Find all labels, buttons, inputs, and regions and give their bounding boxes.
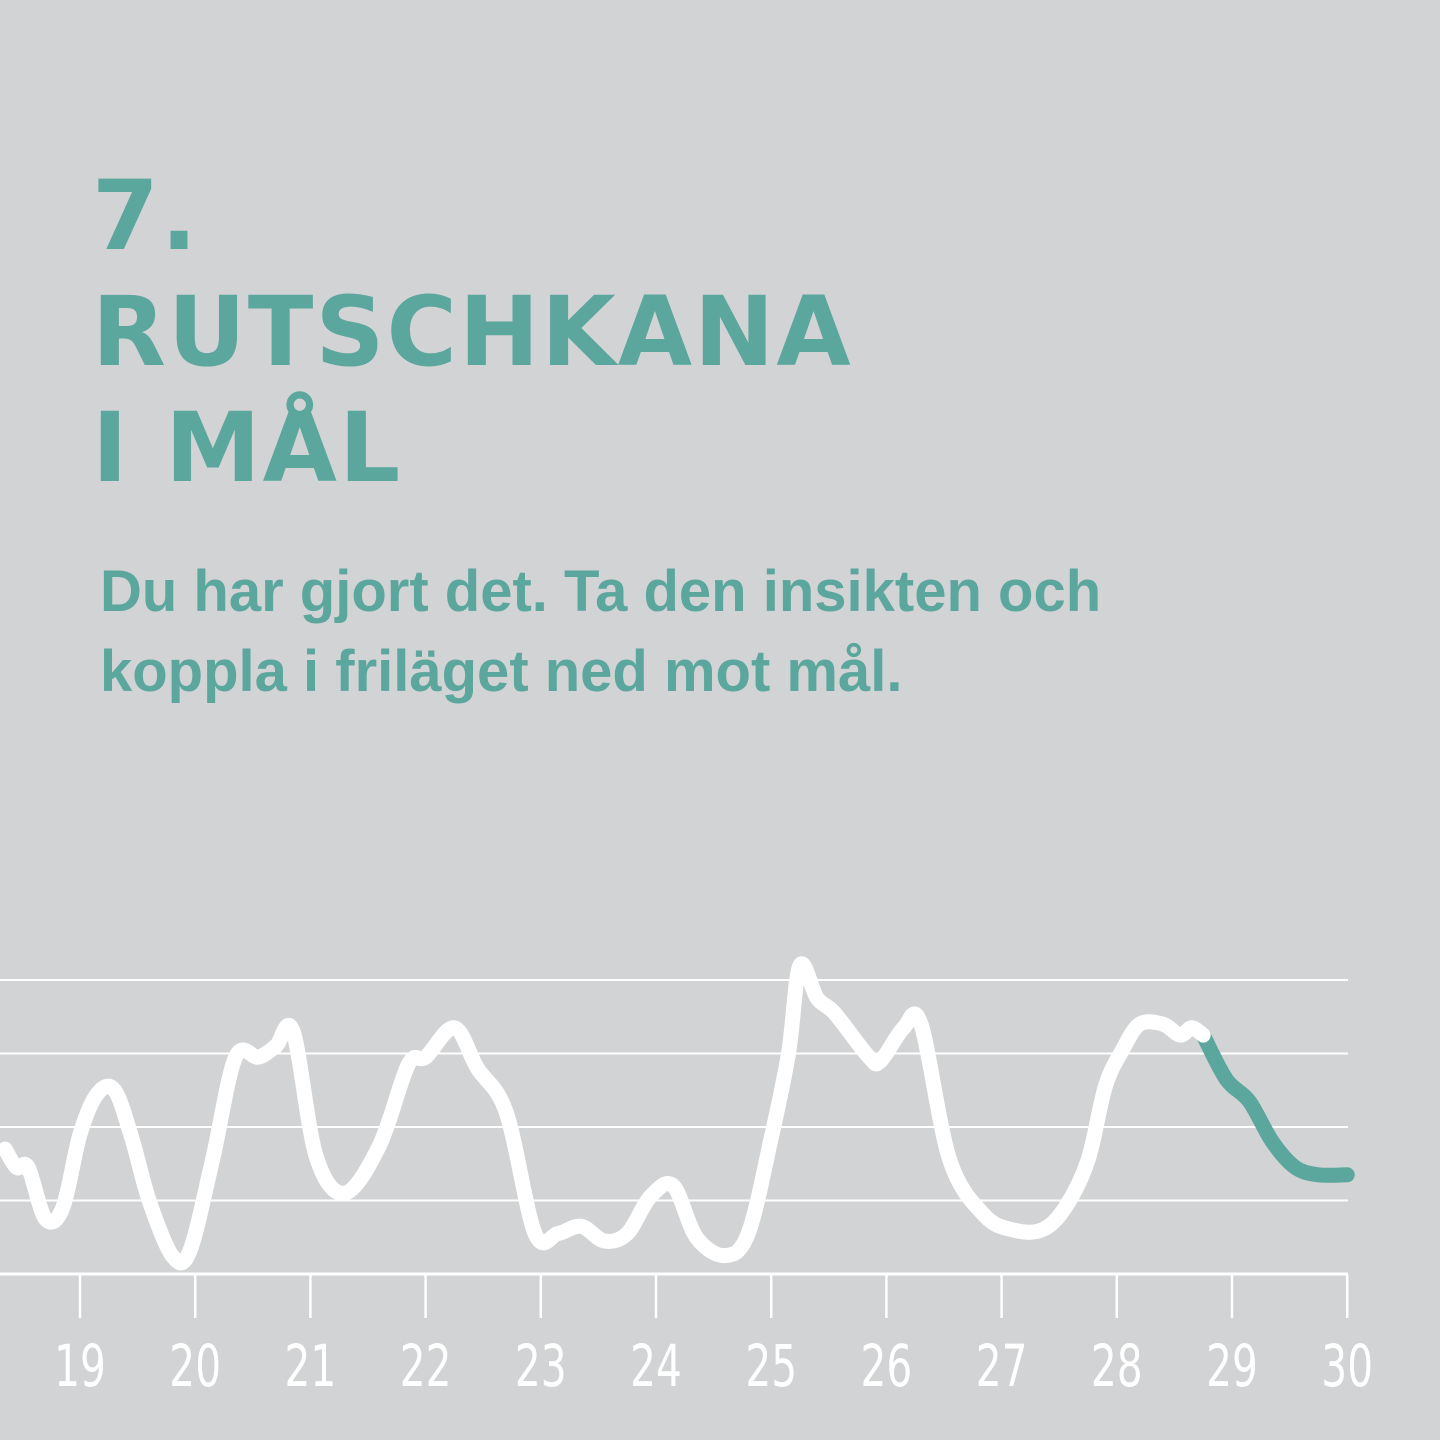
headline-number: 7. bbox=[92, 160, 200, 272]
body-text-line-2: koppla i friläget ned mot mål. bbox=[100, 639, 903, 704]
x-tick-label: 21 bbox=[285, 1334, 337, 1401]
x-tick-label: 20 bbox=[169, 1334, 221, 1401]
x-tick-label: 23 bbox=[515, 1334, 567, 1401]
headline-line-1: RUTSCHKANA bbox=[92, 276, 853, 388]
x-tick-label: 30 bbox=[1321, 1334, 1373, 1401]
body-text-line-1: Du har gjort det. Ta den insikten och bbox=[100, 559, 1102, 624]
x-tick-label: 28 bbox=[1091, 1334, 1143, 1401]
x-tick-label: 19 bbox=[54, 1334, 106, 1401]
x-tick-label: 29 bbox=[1206, 1334, 1258, 1401]
x-tick-label: 24 bbox=[630, 1334, 682, 1401]
x-tick-label: 22 bbox=[400, 1334, 452, 1401]
series-line-accent bbox=[1195, 1027, 1355, 1183]
x-tick-label: 27 bbox=[976, 1334, 1028, 1401]
series-line-white bbox=[0, 956, 1211, 1271]
x-tick-label: 25 bbox=[745, 1334, 797, 1401]
headline: 7. RUTSCHKANA I MÅL bbox=[92, 158, 853, 506]
body-text: Du har gjort det. Ta den insikten och ko… bbox=[100, 552, 1300, 712]
x-tick-label: 26 bbox=[861, 1334, 913, 1401]
headline-line-2: I MÅL bbox=[92, 392, 403, 504]
